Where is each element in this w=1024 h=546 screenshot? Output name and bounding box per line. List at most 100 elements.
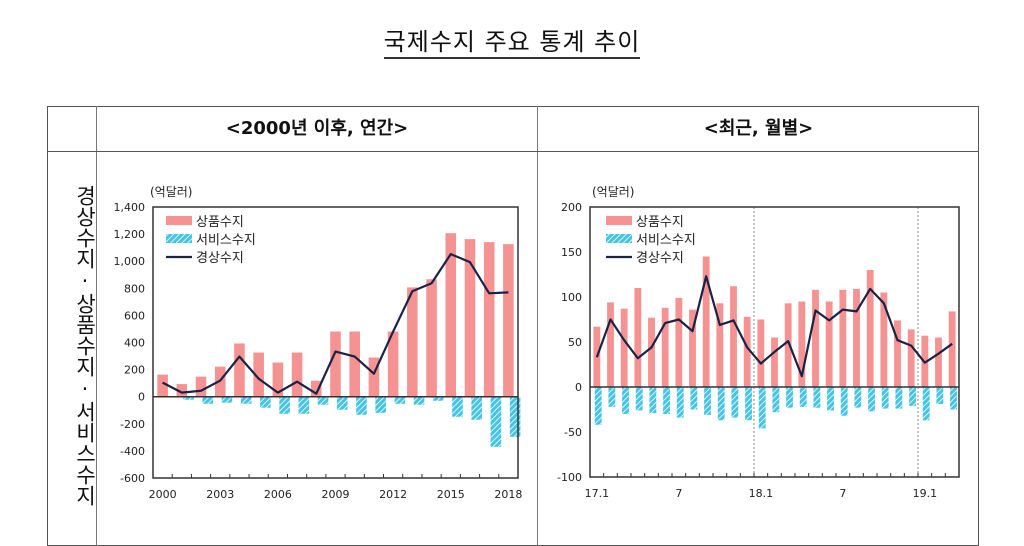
goods-balance-bar	[349, 332, 360, 397]
legend-goods-label: 상품수지	[636, 215, 684, 230]
services-balance-bar	[841, 387, 848, 416]
services-balance-bar	[318, 397, 329, 405]
goods-balance-bar	[292, 353, 303, 397]
services-balance-bar	[731, 387, 738, 418]
services-balance-bar	[471, 397, 482, 420]
services-balance-bar	[356, 397, 367, 415]
goods-balance-bar	[445, 233, 456, 397]
goods-balance-bar	[484, 242, 495, 397]
services-balance-bar	[663, 387, 670, 414]
y-tick-label: 1,200	[114, 228, 146, 241]
goods-balance-bar	[894, 320, 901, 387]
x-tick-label: 2003	[206, 488, 234, 501]
y-tick-label: 0	[575, 381, 582, 394]
goods-balance-bar	[839, 290, 846, 387]
goods-balance-bar	[935, 338, 942, 388]
legend-services-label: 서비스수지	[636, 233, 696, 248]
x-tick-label: 2018	[494, 488, 522, 501]
services-balance-bar	[909, 387, 916, 406]
services-balance-bar	[813, 387, 820, 408]
goods-balance-bar	[407, 287, 418, 396]
legend-current-label: 경상수지	[196, 251, 244, 266]
y-tick-label: 100	[561, 291, 582, 304]
x-tick-label: 18.1	[749, 487, 774, 500]
services-balance-bar	[622, 387, 629, 414]
y-tick-label: 400	[124, 337, 145, 350]
x-tick-label: 19.1	[913, 487, 938, 500]
legend-goods-swatch	[606, 216, 632, 225]
services-balance-bar	[786, 387, 793, 408]
services-balance-bar	[608, 387, 615, 407]
goods-balance-bar	[503, 244, 514, 397]
services-balance-bar	[759, 387, 766, 428]
services-balance-bar	[279, 397, 290, 414]
services-balance-bar	[636, 387, 643, 410]
services-balance-bar	[595, 387, 602, 425]
y-tick-label: 0	[138, 391, 145, 404]
services-balance-bar	[923, 387, 930, 420]
goods-balance-bar	[908, 329, 915, 387]
services-balance-bar	[950, 387, 957, 410]
goods-balance-bar	[330, 332, 341, 397]
services-balance-bar	[772, 387, 779, 412]
goods-balance-bar	[675, 298, 682, 387]
y-tick-label: 50	[568, 336, 582, 349]
y-tick-label: -600	[120, 472, 145, 485]
x-tick-label: 17.1	[585, 487, 610, 500]
services-balance-bar	[510, 397, 521, 437]
services-balance-bar	[375, 397, 386, 413]
goods-balance-bar	[234, 343, 245, 396]
legend-services-swatch	[606, 234, 632, 243]
legend-services-swatch	[166, 234, 192, 243]
services-balance-bar	[222, 397, 233, 403]
unit-label: (억달러)	[592, 185, 634, 199]
goods-balance-bar	[812, 290, 819, 387]
y-tick-label: -100	[557, 471, 582, 484]
unit-label: (억달러)	[150, 185, 192, 199]
services-balance-bar	[882, 387, 889, 409]
x-tick-label: 2006	[264, 488, 292, 501]
y-tick-label: -200	[120, 418, 145, 431]
y-tick-label: 1,000	[114, 255, 146, 268]
services-balance-bar	[677, 387, 684, 418]
services-balance-bar	[299, 397, 310, 414]
legend-goods-swatch	[166, 216, 192, 225]
legend-goods-label: 상품수지	[196, 215, 244, 230]
legend-services-label: 서비스수지	[196, 233, 256, 248]
services-balance-bar	[800, 387, 807, 407]
y-tick-label: 800	[124, 282, 145, 295]
goods-balance-bar	[634, 288, 641, 387]
services-balance-bar	[690, 387, 697, 410]
services-balance-bar	[827, 387, 834, 410]
x-tick-label: 7	[839, 487, 846, 500]
services-balance-bar	[649, 387, 656, 413]
charts-canvas: (억달러)1,4001,2001,0008006004002000-200-40…	[0, 0, 1024, 532]
goods-balance-bar	[621, 309, 628, 387]
goods-balance-bar	[853, 289, 860, 387]
services-balance-bar	[260, 397, 271, 408]
goods-balance-bar	[648, 318, 655, 387]
services-balance-bar	[491, 397, 502, 447]
services-balance-bar	[895, 387, 902, 409]
goods-balance-bar	[757, 320, 764, 388]
services-balance-bar	[414, 397, 425, 405]
y-tick-label: -50	[564, 426, 582, 439]
goods-balance-bar	[196, 377, 207, 397]
services-balance-bar	[452, 397, 463, 417]
services-balance-bar	[718, 387, 725, 420]
goods-balance-bar	[426, 279, 437, 396]
goods-balance-bar	[826, 302, 833, 388]
services-balance-bar	[868, 387, 875, 411]
services-balance-bar	[395, 397, 406, 404]
services-balance-bar	[241, 397, 252, 404]
goods-balance-bar	[730, 286, 737, 387]
x-tick-label: 2015	[437, 488, 465, 501]
y-tick-label: 150	[561, 246, 582, 259]
services-balance-bar	[337, 397, 348, 410]
y-tick-label: 200	[124, 364, 145, 377]
x-tick-label: 2009	[322, 488, 350, 501]
services-balance-bar	[202, 397, 213, 404]
x-tick-label: 2000	[149, 488, 177, 501]
goods-balance-bar	[949, 311, 956, 387]
